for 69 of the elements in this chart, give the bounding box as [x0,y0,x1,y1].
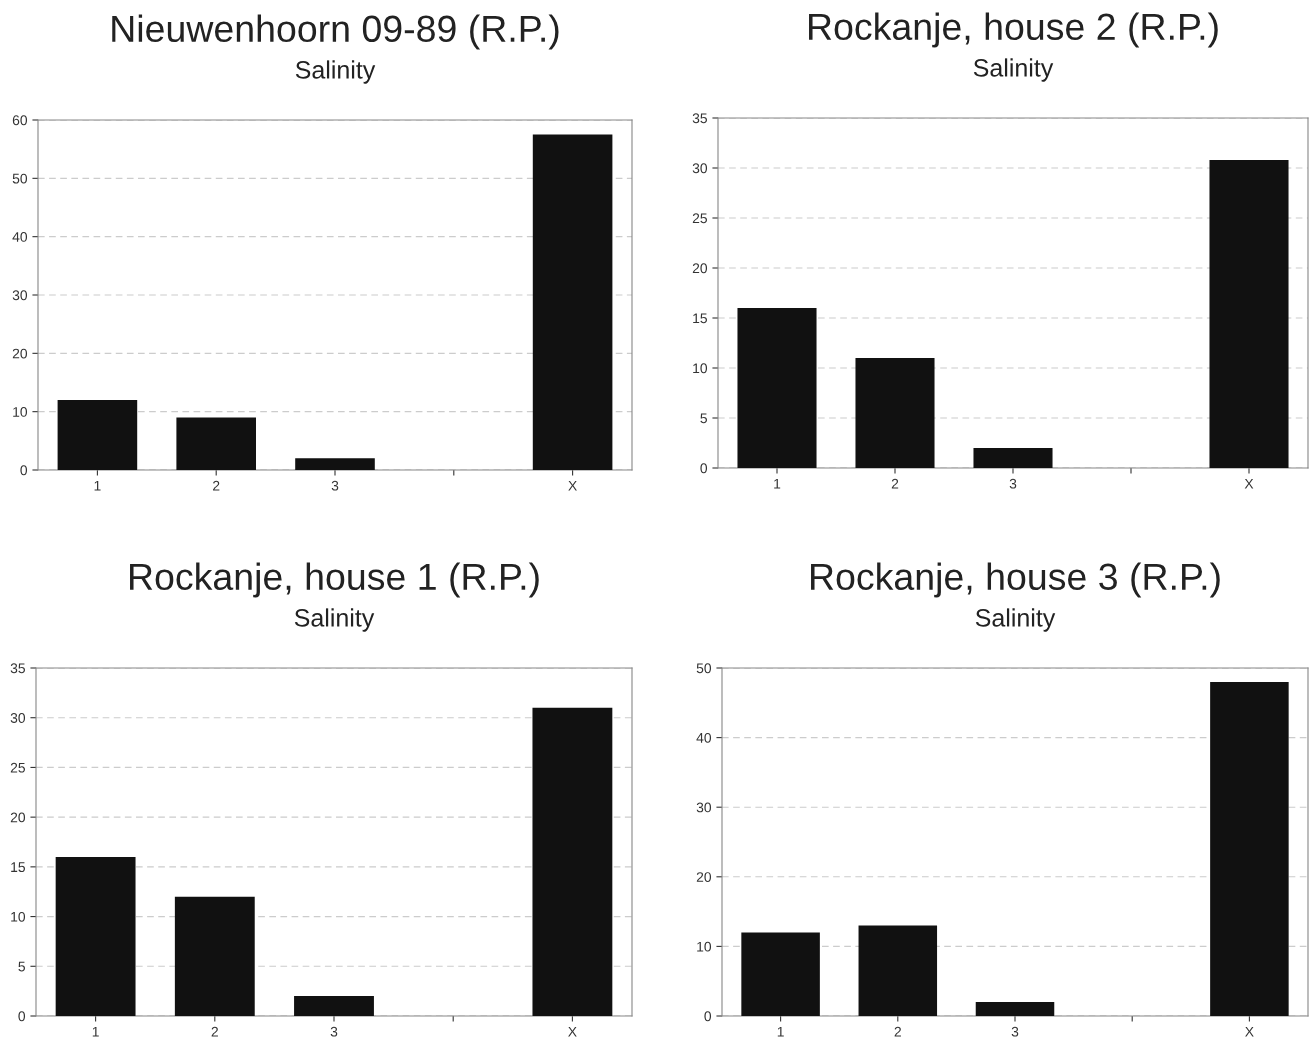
chart-subtitle: Salinity [973,58,1054,82]
bar [174,896,255,1016]
bar [55,856,136,1016]
bar [294,996,374,1016]
x-tick-label: 2 [213,480,220,491]
x-tick-label: 3 [330,1026,338,1037]
y-tick-label: 0 [700,463,708,474]
chart-title: Nieuwenhoorn 09-89 (R.P.) [112,14,559,50]
y-tick-label: 20 [12,348,28,359]
bar [295,458,375,470]
y-tick-label: 50 [12,173,28,184]
y-tick-label: 0 [20,465,28,476]
y-tick-label: 20 [10,812,26,823]
y-tick-label: 35 [692,113,707,124]
chart-title: Rockanje, house 2 (R.P.) [809,12,1218,48]
y-tick-label: 25 [692,213,707,224]
y-tick-label: 5 [18,961,25,972]
chart-subtitle: Salinity [294,608,375,632]
chart-subtitle: Salinity [975,608,1056,632]
bar [858,925,938,1016]
y-tick-label: 30 [696,802,712,813]
chart-title: Rockanje, house 1 (R.P.) [130,562,539,598]
chart-title: Rockanje, house 3 (R.P.) [811,562,1220,598]
chart-subtitle: Salinity [295,60,376,84]
x-tick-label: X [568,1026,577,1037]
bar [1210,681,1289,1016]
y-tick-label: 35 [10,663,25,674]
y-tick-label: 10 [693,363,708,374]
y-tick-label: 15 [11,862,25,873]
x-tick-label: 3 [1011,1026,1019,1037]
x-tick-label: X [1245,1026,1254,1037]
y-tick-label: 5 [700,413,707,424]
x-tick-label: 1 [94,480,101,491]
x-tick-label: 1 [774,478,781,489]
y-tick-label: 40 [696,732,712,743]
y-tick-label: 10 [11,911,26,922]
bar [57,400,138,470]
y-tick-label: 15 [693,313,707,324]
x-tick-label: 2 [891,478,899,489]
x-tick-label: 3 [1009,478,1017,489]
y-tick-label: 40 [12,232,28,242]
y-tick-label: 10 [697,941,712,952]
bar [532,134,613,470]
x-tick-label: 2 [211,1026,218,1037]
y-tick-label: 10 [13,407,28,417]
y-tick-label: 20 [696,872,712,882]
bar [741,932,820,1016]
y-tick-label: 0 [704,1011,712,1022]
x-tick-label: 1 [92,1026,99,1037]
y-tick-label: 30 [10,713,26,723]
x-tick-label: 3 [331,480,339,491]
y-tick-label: 0 [18,1011,26,1022]
x-tick-label: 1 [777,1026,784,1037]
y-tick-label: 60 [12,115,28,126]
bar [532,707,613,1016]
bar [176,417,256,470]
y-tick-label: 25 [10,762,25,773]
y-tick-label: 20 [692,263,708,274]
x-tick-label: X [568,480,577,491]
y-tick-label: 30 [692,163,708,174]
bar [973,448,1053,468]
bar [855,358,935,468]
y-tick-label: 50 [696,663,712,674]
y-tick-label: 30 [12,290,28,301]
bar [975,1002,1055,1016]
bar [737,308,817,468]
x-tick-label: 2 [894,1026,901,1037]
bar [1209,160,1289,468]
x-tick-label: X [1244,478,1254,489]
